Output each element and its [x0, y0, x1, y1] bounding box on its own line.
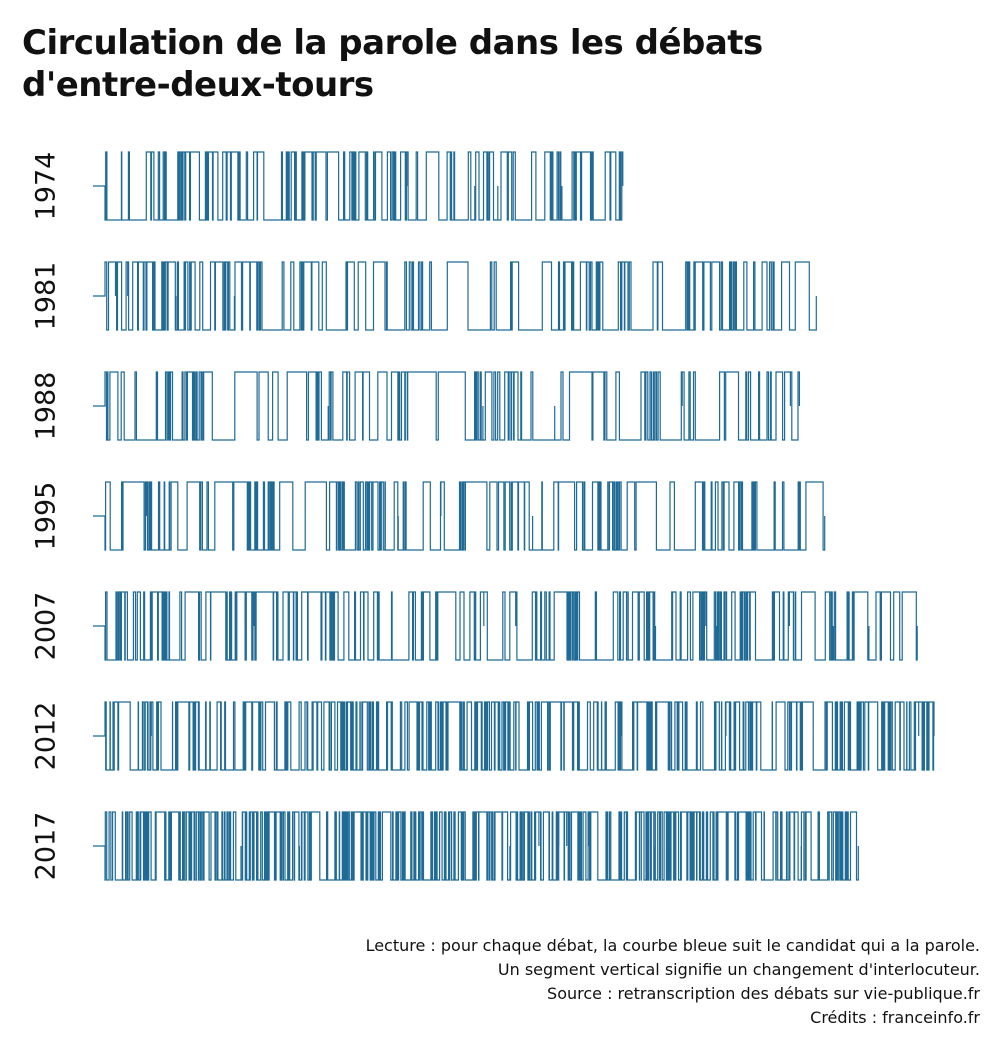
row-label-2017: 2017	[31, 812, 62, 881]
row-label-1995: 1995	[31, 482, 62, 551]
footer-credits: Crédits : franceinfo.fr	[810, 1008, 980, 1027]
chart-title-line-1: Circulation de la parole dans les débats	[22, 23, 763, 63]
row-label-1988: 1988	[31, 372, 62, 441]
row-label-1974: 1974	[31, 152, 62, 221]
chart-title-line-2: d'entre-deux-tours	[22, 65, 374, 105]
speech-line-2007	[93, 591, 918, 661]
footer-reading-note: Lecture : pour chaque débat, la courbe b…	[365, 936, 980, 955]
speech-line-2012	[93, 701, 935, 771]
footer-source: Source : retranscription des débats sur …	[547, 984, 980, 1003]
speech-line-1981	[93, 261, 817, 331]
footer-vertical-segment-note: Un segment vertical signifie un changeme…	[497, 960, 980, 979]
row-label-2007: 2007	[31, 592, 62, 661]
speech-line-1995	[93, 481, 826, 551]
row-label-2012: 2012	[31, 702, 62, 771]
row-label-1981: 1981	[31, 262, 62, 331]
chart-footer: Lecture : pour chaque débat, la courbe b…	[366, 934, 980, 1030]
speech-line-1988	[93, 371, 800, 441]
chart-title: Circulation de la parole dans les débats…	[22, 22, 922, 106]
speech-line-2017	[93, 811, 859, 881]
speech-line-1974	[93, 151, 624, 221]
